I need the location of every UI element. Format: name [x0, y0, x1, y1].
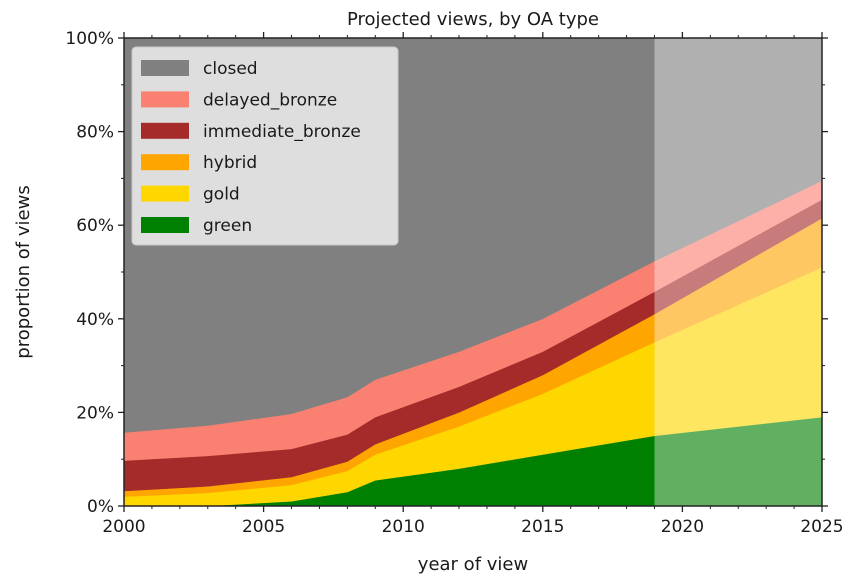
legend-swatch-green — [141, 217, 189, 233]
x-axis-label: year of view — [418, 554, 528, 575]
legend-label-green: green — [203, 216, 252, 236]
x-tick-label: 2000 — [102, 517, 145, 537]
x-tick-label: 2015 — [521, 517, 564, 537]
legend-label-hybrid: hybrid — [203, 153, 257, 173]
legend-swatch-hybrid — [141, 154, 189, 171]
y-tick-label: 20% — [76, 403, 114, 423]
legend-label-delayed-bronze: delayed_bronze — [203, 90, 337, 110]
x-tick-label: 2010 — [382, 517, 425, 537]
y-tick-label: 80% — [76, 123, 114, 143]
legend-label-gold: gold — [203, 185, 240, 205]
y-tick-label: 0% — [87, 497, 114, 517]
legend-swatch-immediate-bronze — [141, 122, 189, 139]
legend-swatch-closed — [141, 60, 189, 76]
legend-swatch-delayed-bronze — [141, 91, 189, 108]
axis-ticks: 2000 2005 2010 2015 2020 2025 0% 20% 40% 60% 80% 10… — [65, 29, 843, 537]
legend-box — [131, 46, 399, 246]
y-tick-label: 40% — [76, 310, 114, 330]
legend-swatch-gold — [141, 185, 189, 202]
chart-title: Projected views, by OA type — [347, 9, 599, 30]
x-tick-label: 2025 — [800, 517, 843, 537]
x-tick-label: 2020 — [661, 517, 704, 537]
x-tick-label: 2005 — [242, 517, 285, 537]
legend-label-closed: closed — [203, 59, 258, 79]
legend-label-immediate-bronze: immediate_bronze — [203, 122, 361, 142]
y-axis-label: proportion of views — [13, 185, 34, 358]
y-tick-label: 100% — [65, 29, 114, 49]
y-tick-label: 60% — [76, 216, 114, 236]
legend: closed delayed_bronze immediate_bronzehybr… — [131, 46, 399, 246]
projection-overlay — [654, 38, 822, 506]
